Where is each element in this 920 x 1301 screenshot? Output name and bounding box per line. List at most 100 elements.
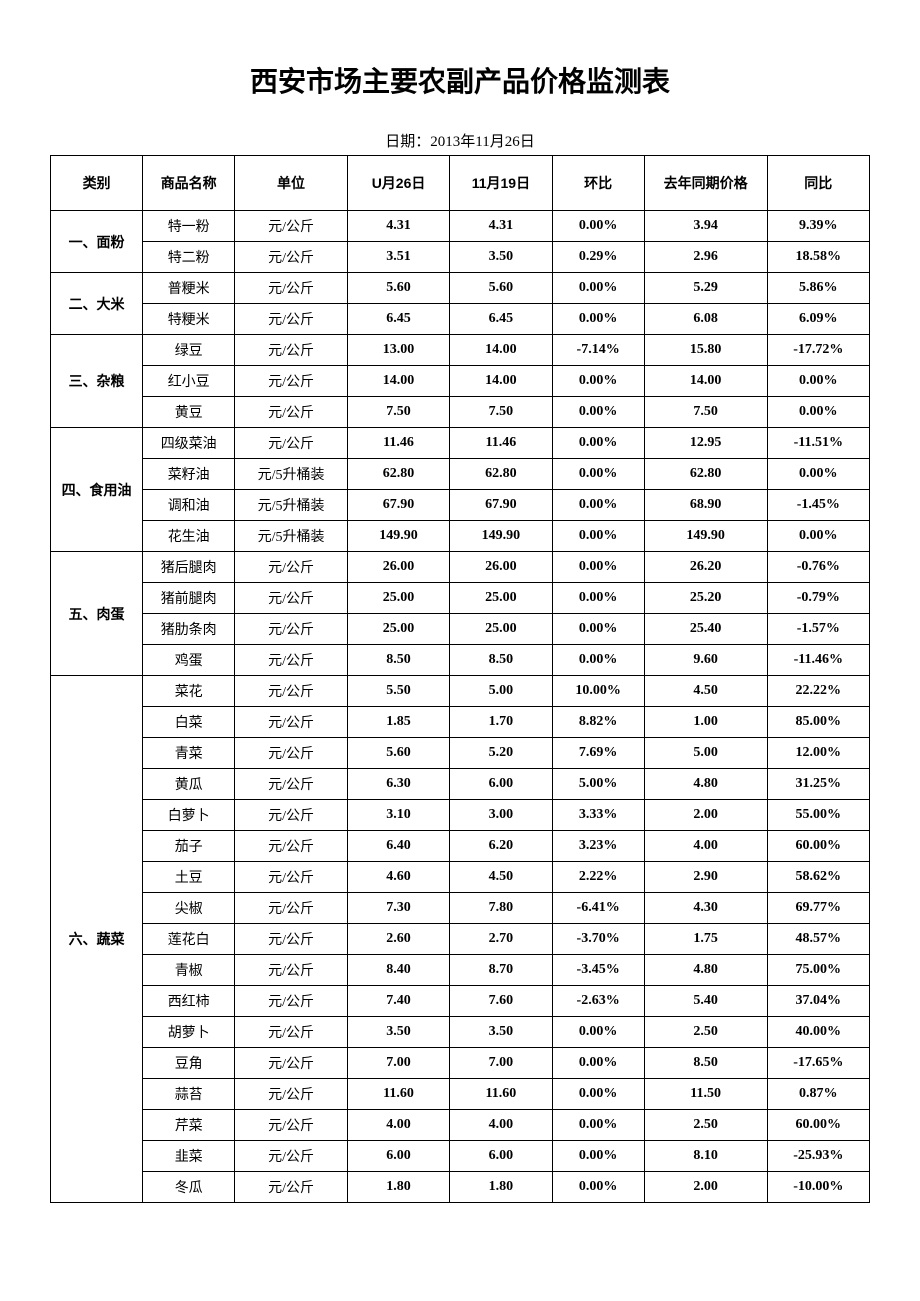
- mom-cell: 0.00%: [552, 1048, 644, 1079]
- name-cell: 黄瓜: [143, 769, 235, 800]
- last-year-cell: 25.20: [644, 583, 767, 614]
- header-v2: 11月19日: [450, 156, 552, 211]
- table-row: 韭菜元/公斤6.006.000.00%8.10-25.93%: [51, 1141, 870, 1172]
- value-prev-cell: 25.00: [450, 614, 552, 645]
- mom-cell: 8.82%: [552, 707, 644, 738]
- value-prev-cell: 1.80: [450, 1172, 552, 1203]
- last-year-cell: 26.20: [644, 552, 767, 583]
- value-prev-cell: 14.00: [450, 335, 552, 366]
- unit-cell: 元/公斤: [235, 397, 348, 428]
- yoy-cell: 9.39%: [767, 211, 869, 242]
- table-row: 土豆元/公斤4.604.502.22%2.9058.62%: [51, 862, 870, 893]
- yoy-cell: 37.04%: [767, 986, 869, 1017]
- last-year-cell: 62.80: [644, 459, 767, 490]
- value-prev-cell: 149.90: [450, 521, 552, 552]
- mom-cell: 0.00%: [552, 1079, 644, 1110]
- value-current-cell: 67.90: [347, 490, 449, 521]
- value-prev-cell: 3.00: [450, 800, 552, 831]
- last-year-cell: 4.00: [644, 831, 767, 862]
- mom-cell: 0.00%: [552, 366, 644, 397]
- unit-cell: 元/公斤: [235, 1079, 348, 1110]
- yoy-cell: 31.25%: [767, 769, 869, 800]
- mom-cell: 0.00%: [552, 1172, 644, 1203]
- mom-cell: 0.00%: [552, 459, 644, 490]
- unit-cell: 元/5升桶装: [235, 521, 348, 552]
- value-prev-cell: 2.70: [450, 924, 552, 955]
- yoy-cell: 0.00%: [767, 366, 869, 397]
- yoy-cell: -17.65%: [767, 1048, 869, 1079]
- yoy-cell: -0.79%: [767, 583, 869, 614]
- value-current-cell: 6.45: [347, 304, 449, 335]
- last-year-cell: 8.50: [644, 1048, 767, 1079]
- unit-cell: 元/公斤: [235, 862, 348, 893]
- value-prev-cell: 3.50: [450, 1017, 552, 1048]
- yoy-cell: -11.51%: [767, 428, 869, 459]
- table-row: 豆角元/公斤7.007.000.00%8.50-17.65%: [51, 1048, 870, 1079]
- name-cell: 特粳米: [143, 304, 235, 335]
- mom-cell: 0.00%: [552, 1141, 644, 1172]
- value-current-cell: 7.30: [347, 893, 449, 924]
- value-current-cell: 5.60: [347, 273, 449, 304]
- name-cell: 青椒: [143, 955, 235, 986]
- price-table: 类别 商品名称 单位 U月26日 11月19日 环比 去年同期价格 同比 一、面…: [50, 155, 870, 1203]
- value-current-cell: 62.80: [347, 459, 449, 490]
- yoy-cell: 12.00%: [767, 738, 869, 769]
- last-year-cell: 2.96: [644, 242, 767, 273]
- value-current-cell: 6.30: [347, 769, 449, 800]
- yoy-cell: 0.00%: [767, 459, 869, 490]
- value-prev-cell: 8.70: [450, 955, 552, 986]
- yoy-cell: -17.72%: [767, 335, 869, 366]
- unit-cell: 元/公斤: [235, 242, 348, 273]
- mom-cell: -2.63%: [552, 986, 644, 1017]
- unit-cell: 元/公斤: [235, 986, 348, 1017]
- value-current-cell: 149.90: [347, 521, 449, 552]
- name-cell: 鸡蛋: [143, 645, 235, 676]
- table-row: 西红柿元/公斤7.407.60-2.63%5.4037.04%: [51, 986, 870, 1017]
- mom-cell: 0.00%: [552, 645, 644, 676]
- category-cell: 三、杂粮: [51, 335, 143, 428]
- last-year-cell: 11.50: [644, 1079, 767, 1110]
- value-current-cell: 11.46: [347, 428, 449, 459]
- value-prev-cell: 3.50: [450, 242, 552, 273]
- table-row: 青菜元/公斤5.605.207.69%5.0012.00%: [51, 738, 870, 769]
- mom-cell: 0.00%: [552, 552, 644, 583]
- yoy-cell: -10.00%: [767, 1172, 869, 1203]
- value-prev-cell: 7.60: [450, 986, 552, 1017]
- table-row: 猪肋条肉元/公斤25.0025.000.00%25.40-1.57%: [51, 614, 870, 645]
- table-row: 四、食用油四级菜油元/公斤11.4611.460.00%12.95-11.51%: [51, 428, 870, 459]
- yoy-cell: 0.00%: [767, 397, 869, 428]
- name-cell: 西红柿: [143, 986, 235, 1017]
- mom-cell: 0.00%: [552, 397, 644, 428]
- unit-cell: 元/公斤: [235, 893, 348, 924]
- mom-cell: 0.00%: [552, 1017, 644, 1048]
- name-cell: 猪肋条肉: [143, 614, 235, 645]
- date-label: 日期：2013年11月26日: [50, 130, 870, 151]
- value-current-cell: 25.00: [347, 614, 449, 645]
- yoy-cell: 22.22%: [767, 676, 869, 707]
- value-current-cell: 5.60: [347, 738, 449, 769]
- mom-cell: -3.45%: [552, 955, 644, 986]
- table-row: 猪前腿肉元/公斤25.0025.000.00%25.20-0.79%: [51, 583, 870, 614]
- header-category: 类别: [51, 156, 143, 211]
- last-year-cell: 14.00: [644, 366, 767, 397]
- last-year-cell: 9.60: [644, 645, 767, 676]
- mom-cell: 10.00%: [552, 676, 644, 707]
- last-year-cell: 149.90: [644, 521, 767, 552]
- last-year-cell: 15.80: [644, 335, 767, 366]
- value-prev-cell: 5.00: [450, 676, 552, 707]
- yoy-cell: -1.57%: [767, 614, 869, 645]
- yoy-cell: -0.76%: [767, 552, 869, 583]
- value-current-cell: 3.10: [347, 800, 449, 831]
- unit-cell: 元/公斤: [235, 1141, 348, 1172]
- category-cell: 二、大米: [51, 273, 143, 335]
- unit-cell: 元/公斤: [235, 831, 348, 862]
- yoy-cell: -1.45%: [767, 490, 869, 521]
- table-row: 特粳米元/公斤6.456.450.00%6.086.09%: [51, 304, 870, 335]
- value-prev-cell: 11.46: [450, 428, 552, 459]
- table-row: 白萝卜元/公斤3.103.003.33%2.0055.00%: [51, 800, 870, 831]
- value-prev-cell: 25.00: [450, 583, 552, 614]
- table-row: 黄瓜元/公斤6.306.005.00%4.8031.25%: [51, 769, 870, 800]
- last-year-cell: 8.10: [644, 1141, 767, 1172]
- table-row: 三、杂粮绿豆元/公斤13.0014.00-7.14%15.80-17.72%: [51, 335, 870, 366]
- last-year-cell: 4.80: [644, 955, 767, 986]
